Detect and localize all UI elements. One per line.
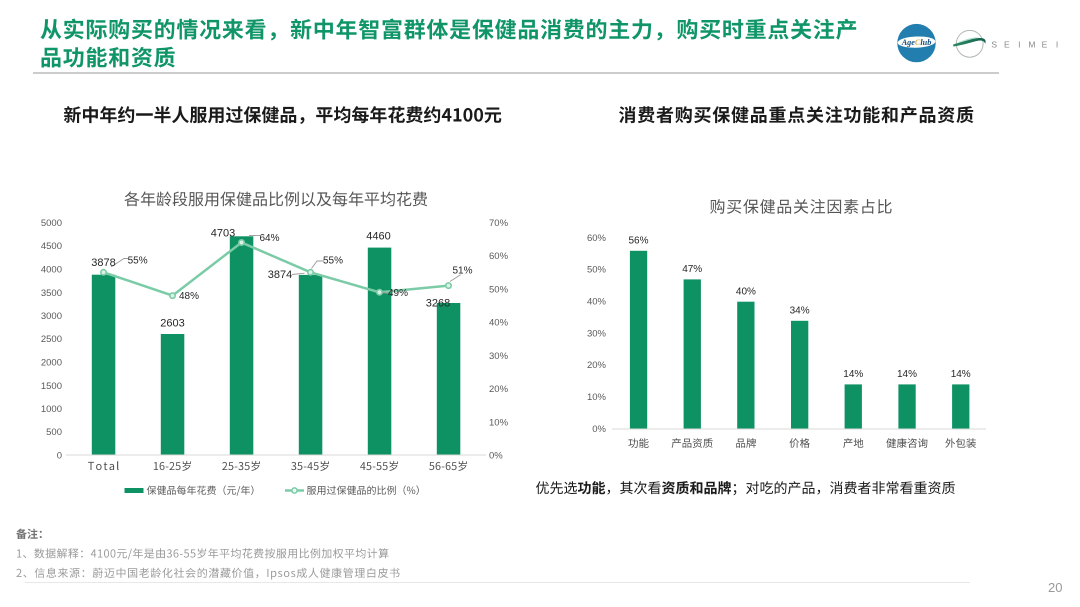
svg-text:500: 500 xyxy=(46,427,62,438)
svg-text:55%: 55% xyxy=(323,256,343,267)
svg-text:30%: 30% xyxy=(489,351,509,362)
svg-text:40%: 40% xyxy=(489,318,509,329)
svg-text:10%: 10% xyxy=(587,392,607,403)
svg-text:E: E xyxy=(1042,40,1048,50)
svg-text:2603: 2603 xyxy=(160,318,184,330)
svg-text:20: 20 xyxy=(1048,580,1062,595)
svg-text:70%: 70% xyxy=(489,218,509,229)
svg-text:20%: 20% xyxy=(587,360,607,371)
svg-text:3268: 3268 xyxy=(426,297,450,309)
svg-text:56%: 56% xyxy=(628,236,648,247)
svg-text:34%: 34% xyxy=(790,306,810,317)
svg-text:3500: 3500 xyxy=(41,288,62,299)
svg-text:4703: 4703 xyxy=(211,227,235,239)
svg-text:40%: 40% xyxy=(587,297,607,308)
svg-text:I: I xyxy=(1056,40,1058,50)
svg-text:1500: 1500 xyxy=(41,381,62,392)
svg-text:E: E xyxy=(1004,40,1010,50)
svg-text:4460: 4460 xyxy=(366,230,390,242)
svg-text:AgeClub: AgeClub xyxy=(901,38,932,47)
svg-text:64%: 64% xyxy=(259,233,279,244)
svg-text:M: M xyxy=(1028,40,1035,50)
svg-text:3874: 3874 xyxy=(268,269,292,281)
svg-text:20%: 20% xyxy=(489,384,509,395)
svg-text:2000: 2000 xyxy=(41,358,62,369)
svg-text:0: 0 xyxy=(57,451,62,462)
svg-text:50%: 50% xyxy=(489,284,509,295)
svg-text:2500: 2500 xyxy=(41,334,62,345)
svg-text:0%: 0% xyxy=(592,424,606,435)
svg-text:48%: 48% xyxy=(179,291,199,302)
svg-text:4500: 4500 xyxy=(41,241,62,252)
svg-text:S: S xyxy=(991,40,997,50)
svg-text:55%: 55% xyxy=(128,255,148,266)
svg-text:47%: 47% xyxy=(682,264,702,275)
svg-text:50%: 50% xyxy=(587,265,607,276)
svg-text:14%: 14% xyxy=(843,369,863,380)
svg-text:3000: 3000 xyxy=(41,311,62,322)
svg-text:5000: 5000 xyxy=(41,218,62,229)
svg-text:3878: 3878 xyxy=(91,257,115,269)
svg-text:49%: 49% xyxy=(388,288,408,299)
svg-text:0%: 0% xyxy=(489,451,503,462)
svg-text:14%: 14% xyxy=(897,369,917,380)
svg-text:1000: 1000 xyxy=(41,404,62,415)
svg-text:60%: 60% xyxy=(587,233,607,244)
svg-text:30%: 30% xyxy=(587,328,607,339)
svg-text:60%: 60% xyxy=(489,251,509,262)
svg-text:51%: 51% xyxy=(452,265,472,276)
svg-text:10%: 10% xyxy=(489,417,509,428)
svg-text:40%: 40% xyxy=(736,287,756,298)
svg-text:14%: 14% xyxy=(951,369,971,380)
svg-text:I: I xyxy=(1018,40,1020,50)
svg-text:4000: 4000 xyxy=(41,265,62,276)
